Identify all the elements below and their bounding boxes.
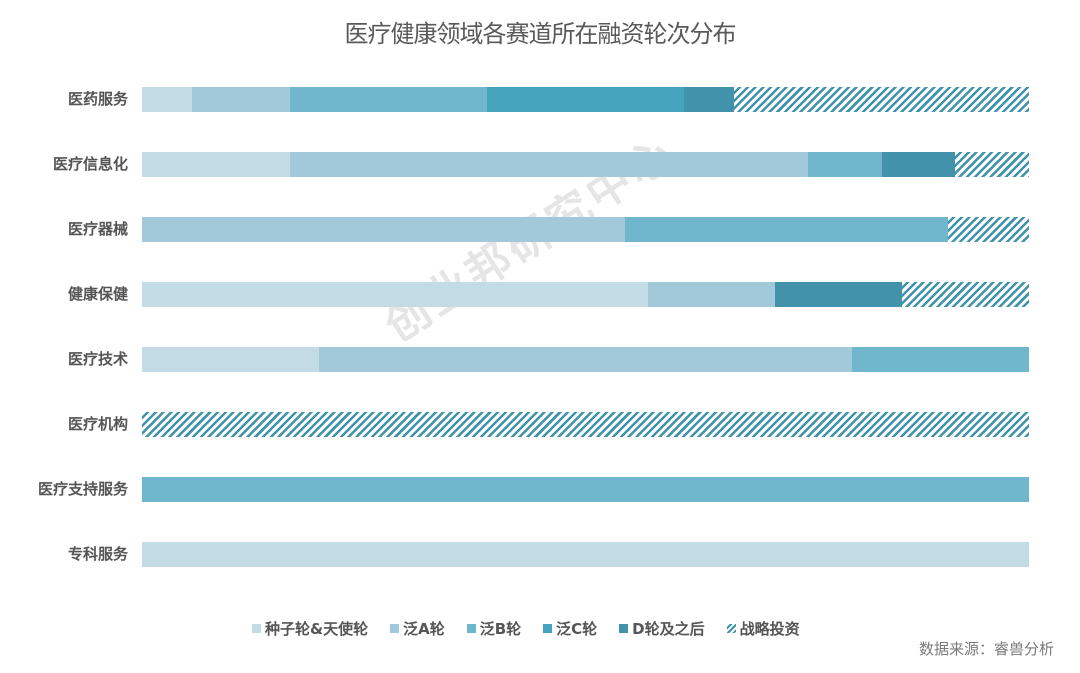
bar-segment (683, 87, 734, 112)
bar-segment (648, 282, 776, 307)
legend-label: 泛B轮 (479, 620, 522, 638)
bar-segment (142, 347, 320, 372)
legend-item: D轮及之后 (619, 618, 705, 639)
legend-swatch-icon (726, 624, 736, 633)
legend-label: D轮及之后 (632, 620, 705, 638)
legend-item: 泛B轮 (466, 618, 522, 639)
bar-segment (625, 217, 949, 242)
category-label: 健康保健 (67, 285, 128, 303)
bar-segment (775, 282, 903, 307)
bar-segment (319, 347, 852, 372)
bar-segment (487, 87, 684, 112)
bar-segment (142, 282, 649, 307)
category-label: 医药服务 (67, 90, 128, 108)
category-label: 专科服务 (67, 545, 128, 563)
stacked-bar (142, 217, 1029, 242)
stacked-bar (142, 542, 1029, 567)
bar-row: 医疗信息化 (0, 152, 1080, 177)
stacked-bar (142, 347, 1029, 372)
bar-segment (948, 217, 1029, 242)
stacked-bar (142, 477, 1029, 502)
bar-segment (851, 347, 1029, 372)
bar-segment (191, 87, 291, 112)
data-source: 数据来源：睿兽分析 (918, 640, 1054, 658)
bar-row: 医疗器械 (0, 217, 1080, 242)
bar-row: 医疗技术 (0, 347, 1080, 372)
stacked-bar (142, 282, 1029, 307)
legend-label: 种子轮&天使轮 (265, 620, 369, 638)
bar-segment (955, 152, 1029, 177)
legend-swatch-icon (619, 624, 629, 633)
chart-title: 医疗健康领域各赛道所在融资轮次分布 (344, 20, 737, 48)
legend-swatch-icon (466, 624, 476, 633)
legend-label: 泛A轮 (403, 620, 445, 638)
bar-segment (807, 152, 882, 177)
stacked-bar (142, 87, 1029, 112)
bar-row: 专科服务 (0, 542, 1080, 567)
legend-swatch-icon (390, 624, 400, 633)
bar-segment (142, 412, 1029, 437)
legend: 种子轮&天使轮 泛A轮 泛B轮 泛C轮 D轮及之后 战略投资 (252, 618, 800, 639)
stacked-bar (142, 152, 1029, 177)
category-label: 医疗技术 (67, 350, 128, 368)
category-label: 医疗信息化 (52, 155, 128, 173)
bar-segment (902, 282, 1029, 307)
stacked-bar (142, 412, 1029, 437)
bar-row: 健康保健 (0, 282, 1080, 307)
category-label: 医疗支持服务 (37, 480, 128, 498)
bar-segment (142, 152, 291, 177)
bar-row: 医疗机构 (0, 412, 1080, 437)
bar-row: 医疗支持服务 (0, 477, 1080, 502)
category-label: 医疗器械 (67, 220, 128, 238)
legend-item: 泛C轮 (543, 618, 597, 639)
legend-label: 战略投资 (739, 620, 800, 638)
legend-swatch-icon (543, 624, 553, 633)
bar-segment (290, 152, 808, 177)
bar-segment (290, 87, 488, 112)
bar-segment (142, 217, 626, 242)
legend-item: 种子轮&天使轮 (252, 618, 368, 639)
legend-swatch-icon (252, 624, 261, 633)
category-label: 医疗机构 (67, 415, 128, 433)
bar-segment (142, 542, 1029, 567)
legend-item: 泛A轮 (390, 618, 445, 639)
bar-segment (142, 87, 192, 112)
legend-item: 战略投资 (726, 618, 800, 639)
bar-segment (733, 87, 1029, 112)
bar-segment (142, 477, 1029, 502)
bar-segment (881, 152, 956, 177)
bar-row: 医药服务 (0, 87, 1080, 112)
legend-label: 泛C轮 (556, 620, 598, 638)
